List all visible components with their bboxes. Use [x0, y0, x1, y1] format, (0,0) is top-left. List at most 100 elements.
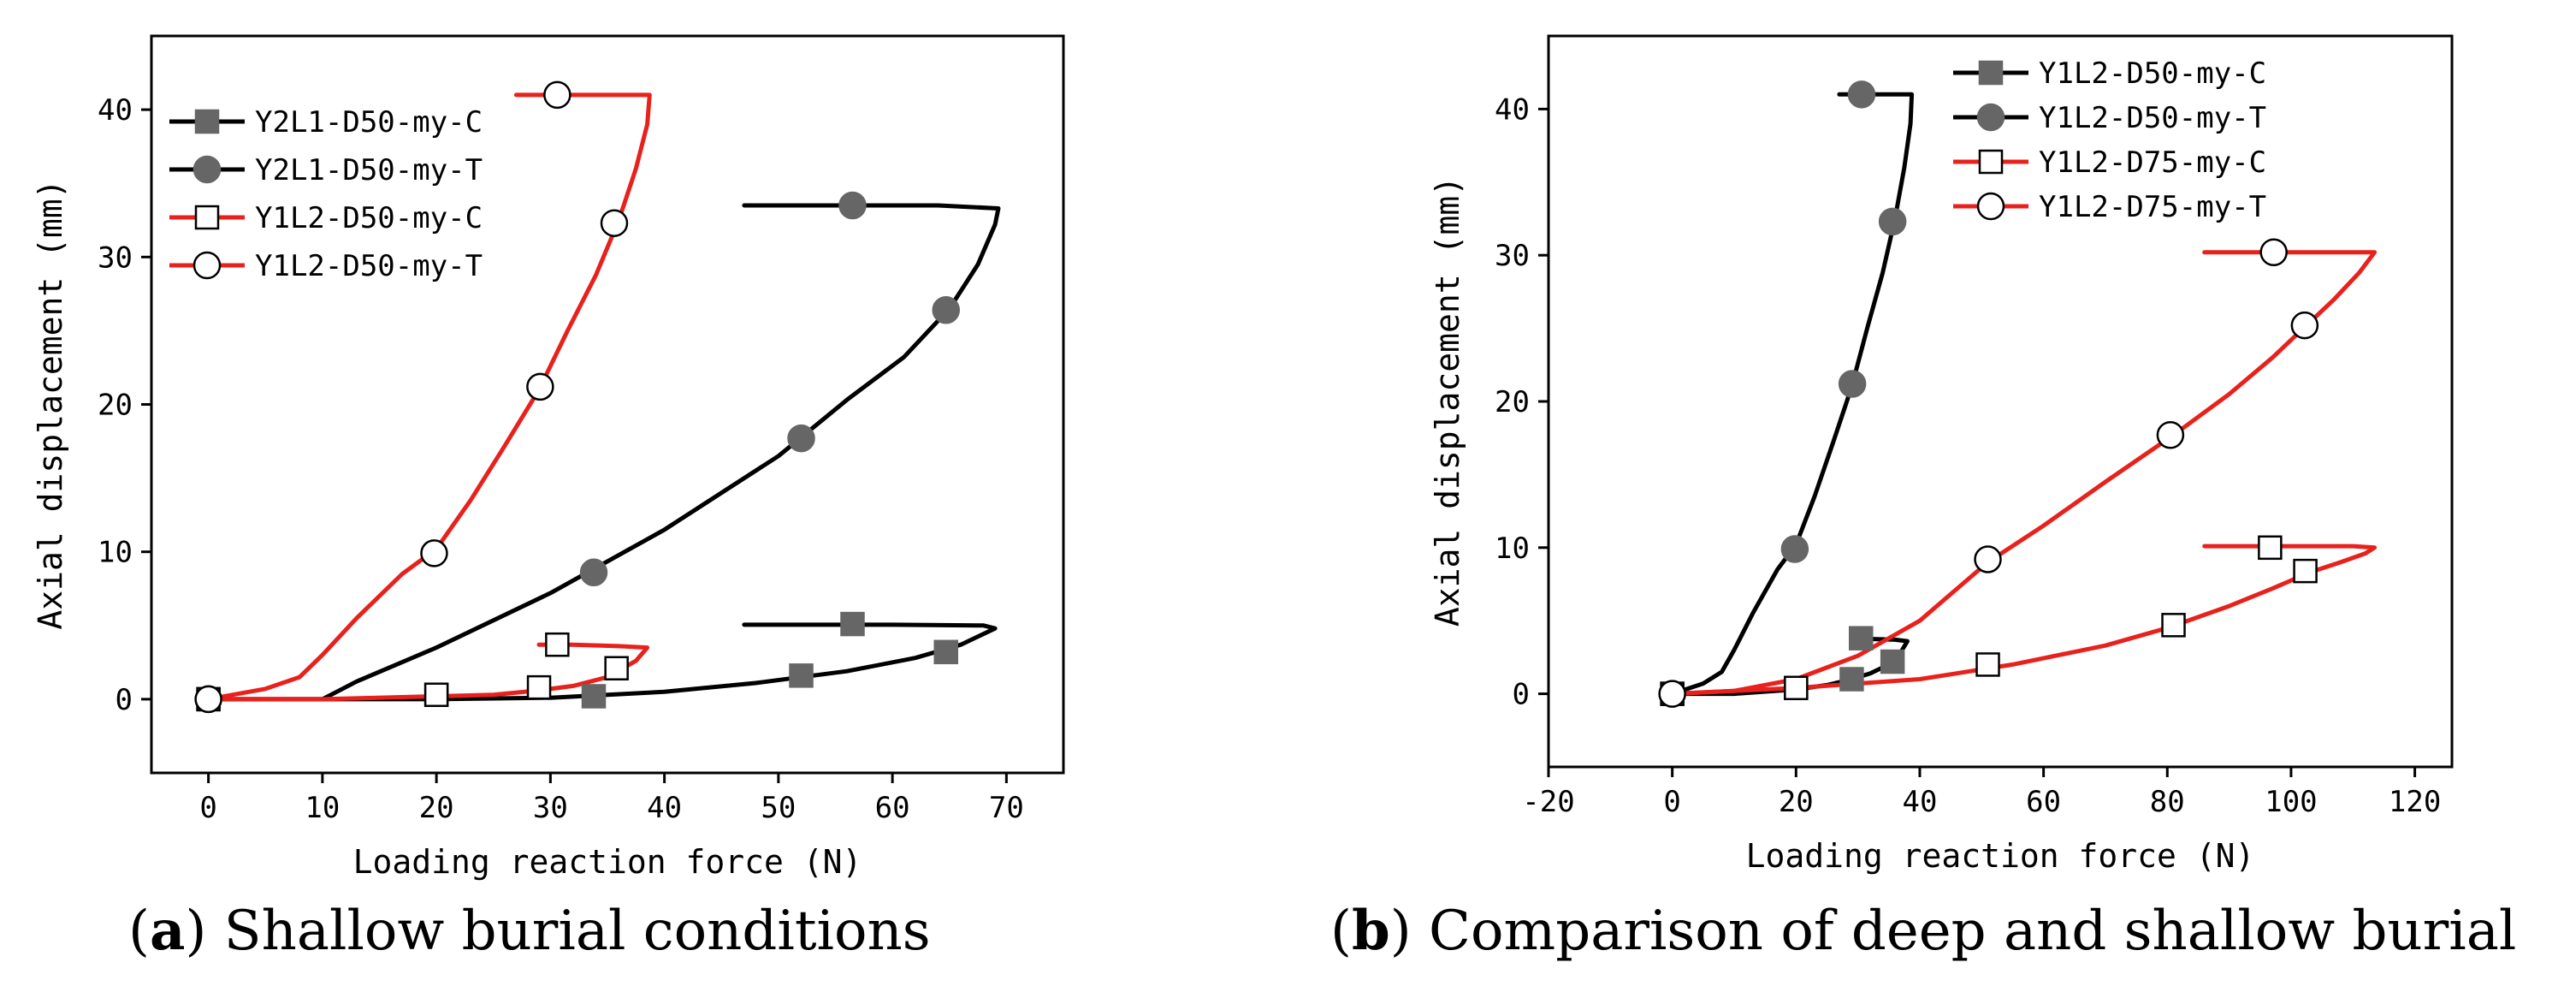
x-tick-label: 100 — [2265, 785, 2317, 819]
data-point — [420, 539, 448, 567]
data-point — [2259, 238, 2288, 267]
data-point — [545, 632, 570, 657]
x-tick-label: 20 — [419, 791, 454, 825]
panel-b: -20 0 20 40 60 80 100 120 0 10 20 30 40 Loading react… — [1429, 34, 2454, 875]
y-tick-label: 10 — [98, 536, 133, 570]
x-tick-label: 30 — [533, 791, 568, 825]
y-axis-label: Axial displacement (mm) — [1429, 176, 1466, 627]
series-2 — [206, 203, 1001, 702]
data-point — [1838, 370, 1867, 398]
data-point — [194, 685, 222, 714]
legend: Y2L1-D50-my-C Y2L1-D50-my-T Y1L2-D50-my-C Y… — [169, 105, 483, 283]
data-point — [526, 372, 554, 401]
x-tick-label: 20 — [1779, 785, 1814, 819]
y-tick-label: 40 — [1495, 92, 1530, 127]
data-point — [1878, 207, 1907, 236]
series-3 — [206, 642, 650, 702]
data-point — [1658, 680, 1686, 708]
caption-a: (a) Shallow burial conditions — [128, 899, 931, 963]
legend-marker — [192, 251, 222, 280]
x-tick-label: 50 — [761, 791, 796, 825]
legend-label: Y1L2-D50-my-T — [2039, 101, 2266, 135]
data-point — [526, 674, 552, 700]
y-tick-label: 30 — [1495, 239, 1530, 273]
x-tick-label: 0 — [1663, 785, 1680, 819]
panel-a: 0 10 20 30 40 50 60 70 0 10 20 30 40 Loading reaction… — [32, 34, 1065, 881]
data-point — [604, 656, 629, 680]
series-1 — [206, 622, 998, 702]
caption-a-text: Shallow burial conditions — [223, 900, 931, 963]
y-tick-label: 20 — [1495, 385, 1530, 419]
data-point — [423, 682, 449, 707]
series-3 — [1670, 544, 2378, 697]
data-point — [838, 191, 867, 220]
data-point — [932, 296, 961, 324]
data-point — [2156, 421, 2185, 449]
x-tick-label: 40 — [1902, 785, 1937, 819]
plot-frame — [1547, 34, 2454, 769]
data-point — [1974, 545, 2002, 573]
x-tick-label: 60 — [2026, 785, 2061, 819]
y-tick-label: 10 — [1495, 532, 1530, 566]
legend-label: Y1L2-D75-my-T — [2039, 190, 2266, 224]
y-axis-label: Axial displacement (mm) — [32, 179, 69, 629]
caption-b-label: b — [1351, 899, 1390, 963]
series-line — [1670, 544, 2378, 697]
x-tick-label: 120 — [2389, 785, 2441, 819]
legend-marker — [194, 109, 220, 134]
x-axis-label: Loading reaction force (N) — [353, 843, 862, 881]
legend-marker — [1976, 103, 2005, 132]
series-4-markers — [194, 80, 629, 714]
caption-a-label: a — [149, 899, 186, 963]
data-point — [2258, 535, 2283, 561]
series-line — [206, 203, 1001, 702]
data-point — [2293, 558, 2318, 584]
x-tick-label: 60 — [875, 791, 910, 825]
x-tick-label: 40 — [647, 791, 682, 825]
legend-label: Y1L2-D50-my-C — [255, 201, 483, 235]
data-point — [787, 424, 815, 453]
x-tick-label: 0 — [199, 791, 216, 825]
y-tick-label: 20 — [98, 389, 133, 423]
data-point — [1847, 80, 1876, 109]
y-tick-label: 0 — [115, 683, 133, 717]
data-point — [840, 611, 865, 637]
legend-marker — [194, 205, 220, 230]
legend-marker — [192, 155, 222, 184]
x-tick-label: 70 — [989, 791, 1024, 825]
y-tick-label: 30 — [98, 241, 133, 275]
series-line — [206, 642, 650, 702]
caption-b-text: Comparison of deep and shallow burial — [1429, 900, 2517, 963]
data-point — [933, 639, 959, 665]
data-point — [1975, 652, 2000, 677]
data-point — [1880, 649, 1905, 674]
y-tick-label: 0 — [1513, 678, 1530, 712]
legend-marker — [1978, 60, 2004, 86]
data-point — [543, 80, 571, 110]
data-point — [1839, 667, 1864, 692]
y-tick-label: 40 — [98, 93, 133, 128]
legend-label: Y2L1-D50-my-T — [255, 153, 483, 187]
data-point — [1849, 626, 1874, 650]
legend: Y1L2-D50-my-C Y1L2-D50-my-T Y1L2-D75-my-C Y… — [1953, 56, 2266, 224]
legend-label: Y1L2-D50-my-C — [2039, 56, 2266, 91]
data-point — [789, 663, 814, 688]
legend-marker — [1978, 149, 2004, 175]
series-2-markers — [1658, 80, 1907, 708]
data-point — [579, 558, 608, 587]
data-point — [1784, 675, 1809, 701]
x-tick-label: 80 — [2150, 785, 2185, 819]
legend-label: Y1L2-D75-my-C — [2039, 146, 2266, 180]
series-4 — [1670, 250, 2378, 697]
legend-label: Y1L2-D50-my-T — [255, 249, 483, 283]
data-point — [1780, 535, 1809, 563]
x-tick-label: -20 — [1522, 785, 1574, 819]
x-tick-label: 10 — [305, 791, 340, 825]
series-line — [1670, 92, 1915, 697]
data-point — [581, 684, 607, 709]
series-2 — [1670, 92, 1915, 697]
caption-b: (b) Comparison of deep and shallow buria… — [1330, 899, 2517, 963]
legend-label: Y2L1-D50-my-C — [255, 105, 483, 140]
data-point — [2161, 613, 2186, 638]
